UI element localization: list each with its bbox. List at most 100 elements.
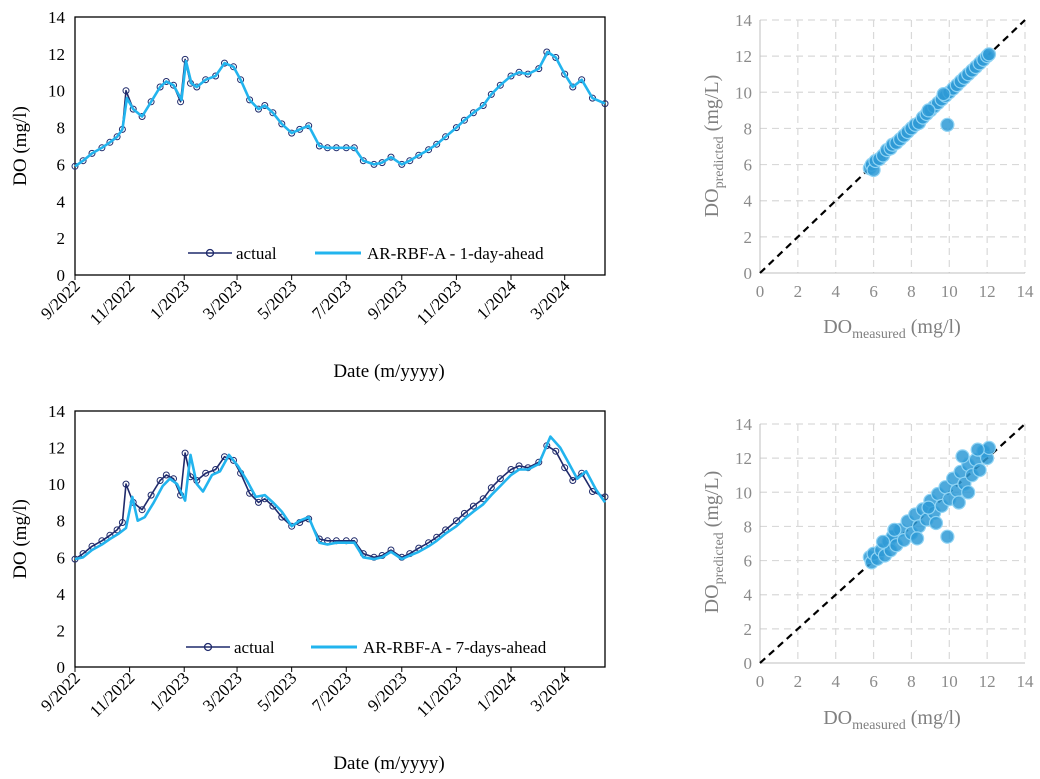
y-tick-label: 12 [48,439,65,458]
y-axis-title: DOpredicted (mg/L) [701,75,727,218]
x-axis-title: Date (m/yyyy) [333,753,444,774]
actual-point [578,76,586,84]
y-tick-label: 0 [57,658,66,677]
y-tick-label: 10 [48,475,65,494]
actual-point [278,120,286,128]
y-tick-label: 10 [735,483,752,502]
actual-point [569,83,577,91]
actual-point [589,488,596,495]
y-tick-label: 4 [57,585,66,604]
y-tick-label: 14 [48,402,66,421]
legend: actual AR-RBF-A - 7-days-ahead [186,638,547,657]
legend-actual-label: actual [236,244,277,263]
scatter-point [928,515,944,531]
plot-area [74,16,606,276]
x-tick-label: 4 [831,672,840,691]
actual-point [487,90,495,98]
y-tick-label: 2 [57,621,66,640]
x-tick-label: 9/2023 [364,668,411,715]
y-tick-label: 6 [744,552,753,571]
actual-point [255,498,262,506]
actual-point [460,116,468,124]
x-tick-label: 11/2022 [86,276,138,328]
x-tick-label: 12 [979,672,996,691]
series-line-actual [74,51,606,167]
actual-point [170,81,177,89]
x-tick-label: 1/2023 [146,668,193,715]
scatter-point [936,86,951,102]
scatter-point [921,103,936,118]
x-tick-label: 1/2024 [473,668,520,715]
actual-point [425,146,433,154]
actual-point [106,138,114,146]
scatter-point [961,485,976,500]
x-tick-label: 11/2022 [86,668,138,720]
actual-point [79,157,87,165]
x-axis-title: Date (m/yyyy) [333,361,444,382]
x-tick-label: 8 [907,672,916,691]
x-tick-label: 3/2023 [199,276,246,323]
actual-point [452,124,460,132]
scatter-point [955,449,970,464]
x-tick-label: 14 [1017,282,1035,301]
scatter-point [875,534,891,549]
actual-point [122,480,130,488]
y-tick-label: 2 [744,620,753,639]
y-tick-label: 8 [57,512,66,531]
actual-point [162,471,170,479]
y-tick-label: 14 [735,415,753,434]
scatter-point [940,117,955,132]
x-tick-label: 5/2023 [254,668,301,715]
actual-point [387,153,395,161]
actual-point [147,491,155,499]
y-tick-label: 10 [735,83,752,102]
y-tick-label: 4 [744,192,753,211]
legend: actual AR-RBF-A - 1-day-ahead [188,244,544,263]
x-tick-label: 3/2024 [527,276,574,323]
x-tick-label: 1/2023 [146,276,193,323]
actual-point [147,98,155,106]
actual-point [479,102,487,109]
y-tick-label: 12 [48,45,65,64]
y-tick-label: 14 [735,11,753,30]
y-tick-label: 2 [744,228,753,247]
actual-point [415,151,423,159]
series-line-model [74,435,607,561]
actual-point [479,495,487,503]
x-tick-label: 11/2023 [413,276,465,328]
actual-point [162,78,170,85]
y-tick-label: 12 [735,449,752,468]
actual-point [193,83,201,91]
scatter-point [887,522,902,537]
y-tick-label: 12 [735,47,752,66]
actual-point [113,526,121,534]
actual-point [269,109,277,117]
y-tick-label: 0 [744,654,753,673]
y-tick-label: 2 [57,229,66,248]
x-tick-label: 11/2023 [413,668,465,720]
y-tick-label: 8 [744,119,753,138]
actual-point [469,502,477,510]
actual-point [88,149,96,157]
x-tick-label: 6 [869,282,878,301]
actual-point [288,522,296,530]
actual-point [156,83,164,91]
x-tick-label: 5/2023 [254,276,301,323]
actual-point [433,140,441,148]
y-tick-label: 6 [744,156,753,175]
actual-point [98,144,106,152]
actual-point [181,449,189,457]
series-line-model [74,50,606,168]
actual-point [138,506,146,514]
actual-point [442,133,450,141]
scatter-point [951,495,966,510]
y-tick-label: 6 [57,155,66,174]
scatter-panel-1day: 00 2 2 4 4 6 6 8 8 10 10 12 12 14 14 DOmeasured (mg/l)… [701,11,1034,342]
legend-model-label: AR-RBF-A - 7-days-ahead [363,638,547,657]
x-tick-label: 10 [941,282,958,301]
x-tick-label: 7/2023 [308,668,355,715]
scatter-point [970,442,985,457]
y-tick-label: 8 [57,119,66,138]
y-tick-label: 8 [744,517,753,536]
